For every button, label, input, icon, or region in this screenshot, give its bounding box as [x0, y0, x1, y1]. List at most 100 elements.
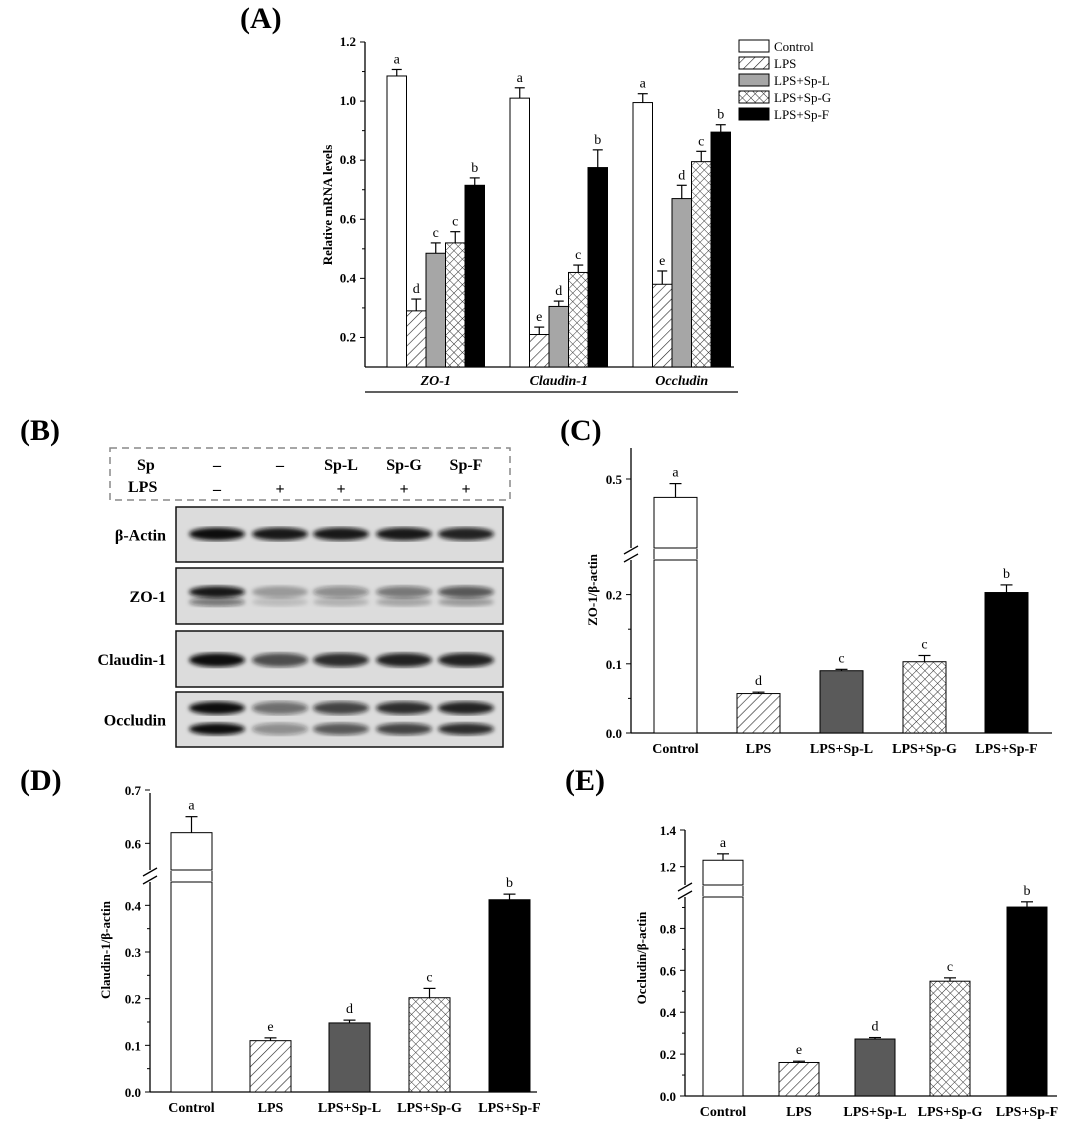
e-bar-gap: [701, 886, 745, 896]
d-axis-break-mark: [142, 875, 158, 885]
d-sig-letter: a: [188, 799, 195, 814]
panel-letter-c: (C): [560, 414, 602, 447]
d-category-label: LPS+Sp-F: [478, 1101, 540, 1116]
a-bar: [632, 102, 653, 368]
blot-band: [252, 586, 308, 598]
blot-band: [376, 653, 432, 667]
panel-letter-d: (D): [20, 764, 62, 797]
a-bar: [548, 305, 569, 368]
a-sig-letter: d: [413, 282, 420, 297]
a-bar: [568, 271, 589, 368]
e-category-label: LPS+Sp-F: [996, 1105, 1058, 1120]
sp-lane-label: –: [275, 457, 285, 474]
blot-strip: [175, 691, 504, 748]
d-bar-lower: [170, 881, 213, 1093]
c-sig-letter: c: [838, 651, 844, 666]
panel-letter-b: (B): [20, 414, 60, 447]
blot-band: [376, 723, 432, 735]
c-y-tick-label: 0.0: [606, 726, 622, 741]
a-sig-letter: e: [536, 310, 542, 325]
a-category-label: Claudin-1: [530, 374, 588, 389]
lps-lane-label: +: [336, 481, 345, 498]
c-bar: [984, 592, 1029, 734]
a-y-tick-label: 0.6: [340, 211, 357, 226]
a-bar: [652, 283, 673, 368]
e-sig-letter: e: [796, 1043, 802, 1058]
e-axis-break-mark: [677, 890, 693, 900]
a-sig-letter: b: [717, 108, 724, 123]
d-sig-letter: b: [506, 876, 513, 891]
e-category-label: LPS+Sp-L: [843, 1105, 906, 1120]
blot-band: [313, 723, 369, 735]
a-sig-letter: b: [471, 161, 478, 176]
a-legend-label: LPS+Sp-L: [774, 73, 830, 88]
e-bar: [854, 1038, 896, 1097]
c-bar-upper: [653, 496, 698, 549]
e-axis-break-mark: [677, 882, 693, 892]
c-y-axis-label: ZO-1/β-actin: [585, 553, 600, 626]
a-legend-swatch: [738, 73, 770, 87]
a-bar: [691, 161, 712, 368]
a-sig-letter: e: [659, 254, 665, 269]
c-y-tick-label: 0.2: [606, 588, 622, 603]
c-sig-letter: d: [755, 674, 762, 689]
a-bar: [671, 198, 692, 368]
e-category-label: LPS+Sp-G: [918, 1105, 983, 1120]
e-category-label: Control: [700, 1105, 747, 1120]
a-y-tick-label: 1.2: [340, 34, 356, 49]
a-legend-swatch: [738, 90, 770, 104]
blot-band: [252, 527, 308, 541]
d-y-tick-label: 0.2: [125, 992, 141, 1007]
blot-band: [376, 527, 432, 541]
a-category-label: Occludin: [655, 374, 708, 389]
e-bar: [778, 1061, 820, 1097]
d-y-axis-label: Claudin-1/β-actin: [98, 900, 113, 999]
blot-band: [438, 701, 494, 715]
a-bar: [425, 252, 446, 368]
c-y-tick-label: 0.1: [606, 657, 622, 672]
d-category-label: LPS: [258, 1101, 284, 1116]
e-y-tick-label: 0.6: [660, 963, 677, 978]
a-sig-letter: d: [555, 284, 562, 299]
e-sig-letter: b: [1024, 884, 1031, 899]
blot-band: [438, 527, 494, 541]
c-sig-letter: a: [672, 466, 679, 481]
c-sig-letter: c: [921, 637, 927, 652]
d-y-tick-label: 0.0: [125, 1085, 141, 1100]
blot-band: [189, 653, 245, 667]
e-sig-letter: a: [720, 836, 727, 851]
blot-band: [376, 586, 432, 598]
d-sig-letter: c: [426, 970, 432, 985]
a-sig-letter: a: [640, 77, 647, 92]
treatment-box: [109, 447, 511, 501]
d-axis-break-mark: [142, 867, 158, 877]
a-sig-letter: c: [452, 215, 458, 230]
blot-band: [376, 701, 432, 715]
a-bar: [710, 131, 731, 368]
sp-lane-label: –: [212, 457, 222, 474]
c-category-label: Control: [652, 742, 699, 757]
a-y-tick-label: 0.8: [340, 152, 357, 167]
e-bar-lower: [702, 896, 744, 1097]
a-sig-letter: d: [678, 168, 685, 183]
a-bar: [386, 75, 407, 368]
c-sig-letter: b: [1003, 567, 1010, 582]
sp-row-label: Sp: [137, 457, 155, 474]
lps-row-label: LPS: [128, 479, 157, 496]
d-y-tick-label: 0.6: [125, 836, 142, 851]
e-sig-letter: c: [947, 960, 953, 975]
d-sig-letter: e: [267, 1020, 273, 1035]
a-legend-swatch: [738, 39, 770, 53]
e-y-axis-label: Occludin/β-actin: [634, 911, 649, 1005]
d-bar: [408, 997, 451, 1093]
a-y-axis-label: Relative mRNA levels: [320, 145, 335, 266]
e-y-tick-label: 0.2: [660, 1047, 676, 1062]
d-bar-gap: [169, 871, 214, 881]
blot-band: [252, 653, 308, 667]
sp-lane-label: Sp-L: [324, 457, 358, 474]
d-category-label: LPS+Sp-L: [318, 1101, 381, 1116]
blot-band: [438, 653, 494, 667]
a-sig-letter: a: [394, 52, 401, 67]
a-sig-letter: b: [594, 133, 601, 148]
a-y-tick-label: 0.2: [340, 329, 356, 344]
